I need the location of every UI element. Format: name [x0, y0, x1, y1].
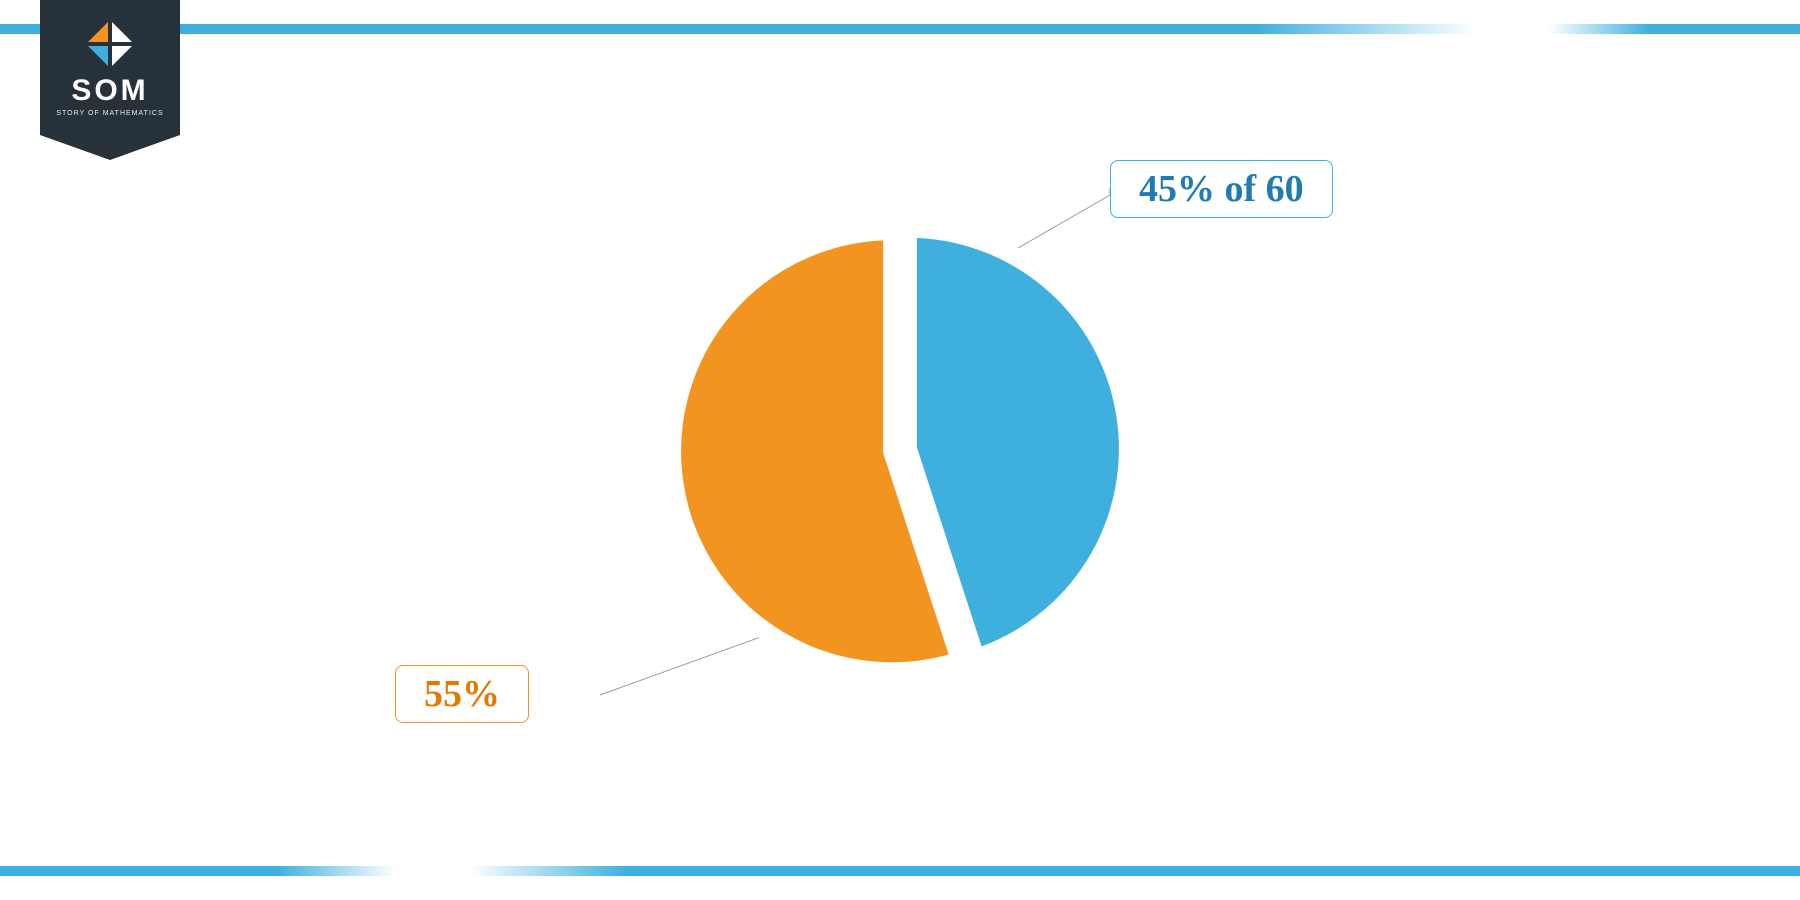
top-accent-bar	[0, 24, 1800, 34]
brand-tagline: STORY OF MATHEMATICS	[40, 110, 180, 117]
brand-content: SOM STORY OF MATHEMATICS	[40, 18, 180, 117]
bottom-accent-bar-right	[468, 866, 1800, 876]
leader-line	[600, 630, 780, 695]
bottom-accent-bar	[0, 866, 1800, 876]
brand-icon	[84, 18, 136, 70]
bottom-accent-bar-left	[0, 866, 396, 876]
pie-chart: 45% of 60 55%	[300, 100, 1500, 800]
brand-badge: SOM STORY OF MATHEMATICS	[40, 0, 180, 160]
brand-name: SOM	[40, 76, 180, 106]
callout-label: 55%	[395, 665, 529, 723]
top-accent-bar-right	[1548, 24, 1800, 34]
canvas: SOM STORY OF MATHEMATICS 45% of 60 55%	[0, 0, 1800, 900]
callout-label: 45% of 60	[1110, 160, 1333, 218]
top-accent-bar-left	[0, 24, 1476, 34]
